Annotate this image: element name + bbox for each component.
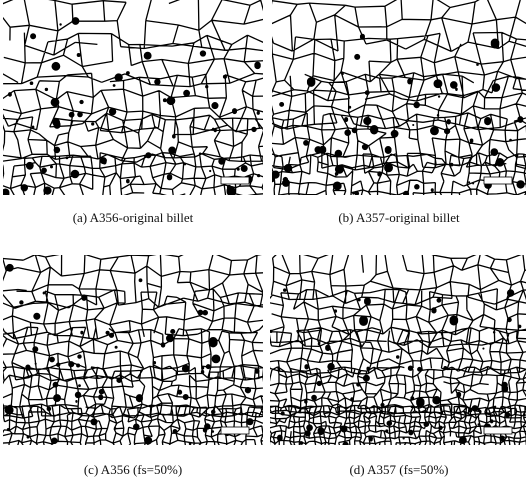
- grain-boundaries: [3, 255, 263, 445]
- scale-bar: [483, 426, 513, 435]
- micrograph: [3, 255, 263, 445]
- micrograph: [272, 0, 526, 195]
- micrograph: [3, 0, 263, 195]
- scale-bar: [483, 176, 513, 185]
- grain-boundaries: [272, 0, 526, 195]
- dark-phase: [272, 33, 525, 195]
- caption: (b) A357-original billet: [338, 210, 460, 225]
- scale-bar: [220, 176, 250, 185]
- caption: (d) A357 (fs=50%): [349, 462, 449, 477]
- grain-boundaries: [270, 255, 526, 445]
- caption: (a) A356-original billet: [72, 210, 194, 225]
- grain-boundaries: [3, 0, 263, 195]
- dark-phase: [3, 17, 261, 195]
- caption: (c) A356 (fs=50%): [83, 462, 183, 477]
- micrograph: [270, 255, 526, 445]
- scale-bar: [220, 426, 250, 435]
